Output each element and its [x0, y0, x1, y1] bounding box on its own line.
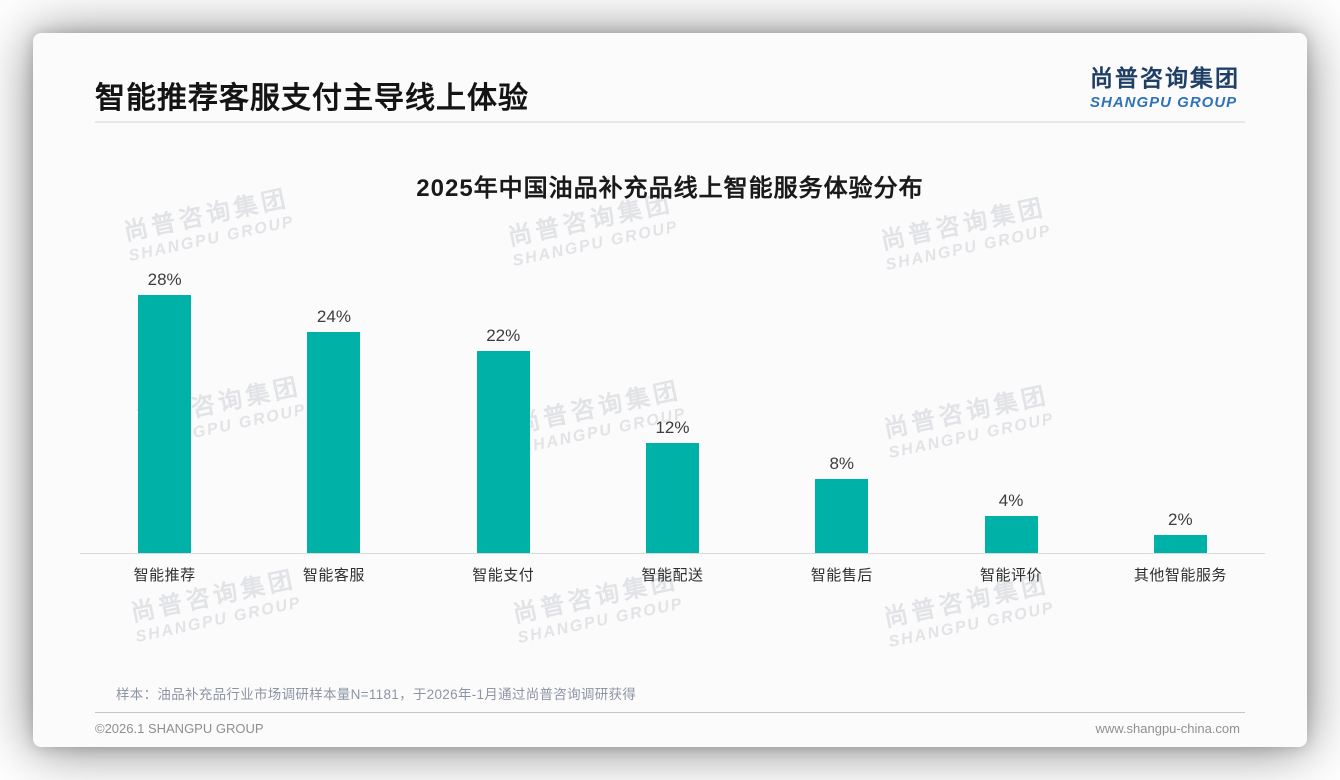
bar-column: 2% [1096, 267, 1265, 553]
category-label: 智能配送 [641, 567, 704, 584]
x-axis-line [80, 553, 1265, 554]
watermark-line2: SHANGPU GROUP [511, 218, 681, 271]
bar-value-label: 4% [998, 491, 1024, 510]
bar-column: 22% [419, 267, 588, 553]
category-label: 智能售后 [810, 567, 873, 584]
bar-chart: 28% 24% 22% 12% 8% 4% 2% [80, 267, 1265, 553]
category-label: 智能支付 [472, 567, 535, 584]
bar-column: 24% [249, 267, 418, 553]
bar-value-label: 12% [655, 418, 690, 437]
watermark-line2: SHANGPU GROUP [134, 594, 304, 647]
bar [476, 351, 530, 553]
bar [984, 516, 1038, 553]
category-label: 智能推荐 [133, 567, 196, 584]
bar [1153, 535, 1207, 553]
watermark-line2: SHANGPU GROUP [516, 595, 686, 648]
company-logo: 尚普咨询集团 SHANGPU GROUP [1090, 59, 1240, 111]
page-title: 智能推荐客服支付主导线上体验 [95, 82, 529, 115]
watermark-line2: SHANGPU GROUP [887, 599, 1057, 652]
bar [815, 479, 869, 553]
slide-card: 尚普咨询集团 SHANGPU GROUP 尚普咨询集团 SHANGPU GROUP 尚普… [33, 33, 1307, 747]
footer-divider [95, 712, 1245, 713]
watermark-line2: SHANGPU GROUP [127, 213, 297, 266]
category-label: 智能评价 [980, 567, 1043, 584]
chart-title: 2025年中国油品补充品线上智能服务体验分布 [416, 175, 924, 202]
bar [645, 443, 699, 553]
website-text: www.shangpu-china.com [1095, 721, 1240, 736]
category-axis: 智能推荐 智能客服 智能支付 智能配送 智能售后 智能评价 其他智能服务 [80, 564, 1265, 585]
category-label: 智能客服 [302, 567, 365, 584]
bar-value-label: 28% [147, 270, 182, 289]
bar [138, 295, 192, 553]
bar-value-label: 22% [486, 326, 521, 345]
bar-value-label: 8% [829, 454, 855, 473]
bar-value-label: 2% [1168, 510, 1193, 529]
copyright-text: ©2026.1 SHANGPU GROUP [95, 721, 264, 736]
bar-column: 12% [588, 267, 757, 553]
sample-note: 样本：油品补充品行业市场调研样本量N=1181，于2026年-1月通过尚普咨询调… [116, 687, 637, 702]
bar-value-label: 24% [316, 307, 351, 326]
bar-column: 8% [757, 267, 926, 553]
title-divider [95, 121, 1245, 123]
logo-chinese-text: 尚普咨询集团 [1090, 65, 1240, 91]
bar-column: 4% [926, 267, 1095, 553]
category-label: 其他智能服务 [1133, 567, 1227, 584]
bar [307, 332, 361, 553]
logo-english-text: SHANGPU GROUP [1090, 94, 1238, 111]
bar-column: 28% [80, 267, 249, 553]
